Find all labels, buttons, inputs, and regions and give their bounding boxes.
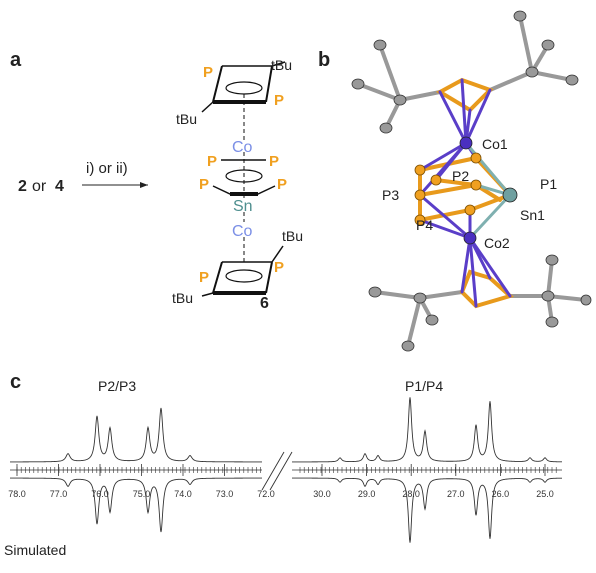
p-label: P [203,64,213,81]
co-label: Co [232,139,253,156]
tick-label: 77.0 [50,489,68,499]
simulated-label: Simulated [4,542,66,558]
p-label: P [277,176,287,193]
compound-number: 6 [260,295,269,312]
peak-label: P1/P4 [405,378,443,394]
p-label: P [274,259,284,276]
tbu-label: tBu [282,228,303,244]
atom-label: P2 [452,168,469,184]
tick-label: 27.0 [447,489,465,499]
tick-label: 30.0 [313,489,331,499]
atom-label: P3 [382,187,399,203]
p-label: P [199,269,209,286]
panel-label: c [10,371,21,393]
p-label: P [274,92,284,109]
trace [10,477,562,543]
tick-label: 25.0 [536,489,554,499]
tick-label: 74.0 [174,489,192,499]
trace [10,397,562,463]
panel-label: a [10,49,22,71]
spectrum-traces: 78.0 77.0 76.0 75.0 74.0 73.0 72.0 30.0 29.0 28.0… [8,397,562,543]
panel-label: b [318,49,330,71]
tbu-label: tBu [271,57,292,73]
axis-break-gap [263,452,291,488]
tick-label: 72.0 [257,489,275,499]
peak-label: P2/P3 [98,378,136,394]
tbu-label: tBu [176,111,197,127]
atom-label: Sn1 [520,207,545,223]
molecule-drawing [201,61,286,297]
tick-label: 28.0 [402,489,420,499]
tick-label: 26.0 [492,489,510,499]
axis-break [269,451,293,491]
crystal-structure [351,10,592,352]
reactant-or: or [32,178,47,195]
tick-label: 73.0 [216,489,234,499]
axis-break [261,451,285,491]
p-label: P [199,176,209,193]
reactant: 2 [18,178,27,195]
tick-label: 76.0 [91,489,109,499]
atom-label: Co1 [482,136,508,152]
p-label: P [207,153,217,170]
conditions: i) or ii) [86,160,128,177]
tick-label: 29.0 [358,489,376,499]
atom-label: Co2 [484,235,510,251]
atom-label: P1 [540,176,557,192]
tick-label: 78.0 [8,489,26,499]
reactant: 4 [55,178,64,195]
p-label: P [239,167,240,169]
tbu-label: tBu [172,290,193,306]
p-label: P [269,153,279,170]
arrow [82,182,148,188]
atom-label: P4 [416,217,433,233]
sn-label: Sn [233,198,253,215]
tick-label: 75.0 [133,489,151,499]
co-label: Co [232,223,253,240]
